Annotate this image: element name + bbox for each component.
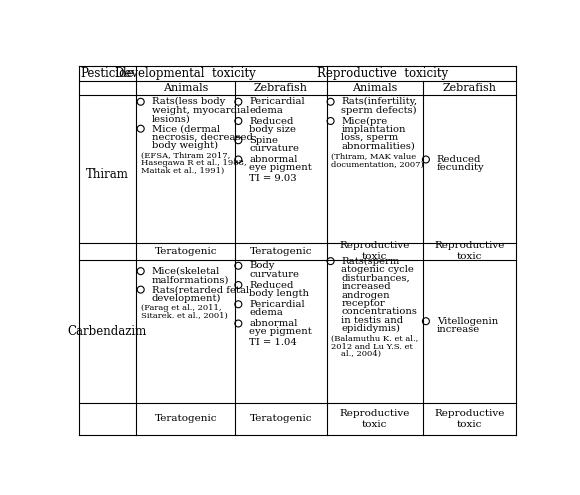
Text: Reduced: Reduced	[249, 116, 293, 126]
Text: Rats(infertility,: Rats(infertility,	[342, 97, 418, 106]
Text: abnormalities): abnormalities)	[342, 142, 415, 151]
Text: lesions): lesions)	[151, 114, 190, 123]
Text: Teratogenic: Teratogenic	[250, 414, 312, 424]
Text: Zebrafish: Zebrafish	[443, 83, 496, 93]
Text: receptor: receptor	[342, 299, 385, 308]
Text: (Thiram, MAK value: (Thiram, MAK value	[331, 153, 416, 161]
Text: body length: body length	[249, 289, 309, 298]
Text: (EFSA, Thiram 2017,: (EFSA, Thiram 2017,	[141, 151, 230, 160]
Text: al., 2004): al., 2004)	[342, 350, 382, 358]
Text: loss, sperm: loss, sperm	[342, 134, 398, 143]
Text: Teratogenic: Teratogenic	[154, 247, 217, 255]
Text: sperm defects): sperm defects)	[342, 105, 417, 115]
Text: Reduced: Reduced	[437, 155, 481, 164]
Text: in testis and: in testis and	[342, 316, 404, 325]
Text: Reproductive
toxic: Reproductive toxic	[339, 409, 410, 429]
Text: weight, myocardial: weight, myocardial	[151, 106, 249, 115]
Text: abnormal: abnormal	[249, 319, 298, 328]
Text: Animals: Animals	[352, 83, 397, 93]
Text: Body: Body	[249, 261, 274, 270]
Text: implantation: implantation	[342, 125, 406, 134]
Text: curvature: curvature	[249, 144, 299, 153]
Text: curvature: curvature	[249, 270, 299, 279]
Text: edema: edema	[249, 308, 283, 317]
Text: Pesticide: Pesticide	[81, 67, 134, 80]
Text: increased: increased	[342, 282, 391, 291]
Text: Carbendazim: Carbendazim	[68, 325, 147, 338]
Text: androgen: androgen	[342, 291, 390, 299]
Text: Reproductive
toxic: Reproductive toxic	[434, 242, 505, 261]
Text: atogenic cycle: atogenic cycle	[342, 265, 414, 274]
Text: (Balamuthu K. et al.,: (Balamuthu K. et al.,	[331, 335, 418, 343]
Text: Rats(sperm: Rats(sperm	[342, 256, 400, 266]
Text: Teratogenic: Teratogenic	[154, 414, 217, 424]
Text: body size: body size	[249, 125, 296, 134]
Text: TI = 9.03: TI = 9.03	[249, 174, 297, 183]
Text: Teratogenic: Teratogenic	[250, 247, 312, 255]
Text: increase: increase	[437, 325, 480, 334]
Text: development): development)	[151, 294, 221, 302]
Text: Zebrafish: Zebrafish	[254, 83, 308, 93]
Text: body weight): body weight)	[151, 141, 218, 150]
Text: Hasegawa R et al., 1988,: Hasegawa R et al., 1988,	[141, 159, 246, 167]
Text: Maitak et al., 1991): Maitak et al., 1991)	[141, 167, 224, 175]
Text: Rats(retarded fetal: Rats(retarded fetal	[151, 285, 249, 294]
Text: epididymis): epididymis)	[342, 324, 400, 334]
Text: Thiram: Thiram	[86, 168, 129, 181]
Text: TI = 1.04: TI = 1.04	[249, 338, 297, 347]
Text: documentation, 2007): documentation, 2007)	[331, 161, 423, 169]
Text: abnormal: abnormal	[249, 155, 298, 164]
Text: Reproductive
toxic: Reproductive toxic	[434, 409, 505, 429]
Text: 2012 and Lu Y.S. et: 2012 and Lu Y.S. et	[331, 343, 412, 350]
Text: Spine: Spine	[249, 136, 278, 145]
Text: disturbances,: disturbances,	[342, 274, 410, 283]
Text: Sitarek. et al., 2001): Sitarek. et al., 2001)	[141, 312, 227, 320]
Text: (Farag et al., 2011,: (Farag et al., 2011,	[141, 304, 221, 312]
Text: Reproductive
toxic: Reproductive toxic	[339, 242, 410, 261]
Text: eye pigment: eye pigment	[249, 328, 312, 337]
Text: Pericardial: Pericardial	[249, 300, 305, 309]
Text: edema: edema	[249, 106, 283, 115]
Text: Developmental  toxicity: Developmental toxicity	[115, 67, 256, 80]
Text: Mice (dermal: Mice (dermal	[151, 124, 220, 133]
Text: eye pigment: eye pigment	[249, 163, 312, 172]
Text: Reproductive  toxicity: Reproductive toxicity	[317, 67, 448, 80]
Text: malformations): malformations)	[151, 275, 229, 284]
Text: Animals: Animals	[163, 83, 208, 93]
Text: Rats(less body: Rats(less body	[151, 97, 225, 106]
Text: fecundity: fecundity	[437, 163, 484, 172]
Text: Mice(skeletal: Mice(skeletal	[151, 267, 220, 276]
Text: Pericardial: Pericardial	[249, 97, 305, 106]
Text: concentrations: concentrations	[342, 307, 417, 316]
Text: Reduced: Reduced	[249, 281, 293, 290]
Text: Mice(pre: Mice(pre	[342, 116, 387, 126]
Text: Vitellogenin: Vitellogenin	[437, 317, 498, 326]
Text: necrosis, decreased: necrosis, decreased	[151, 133, 252, 142]
